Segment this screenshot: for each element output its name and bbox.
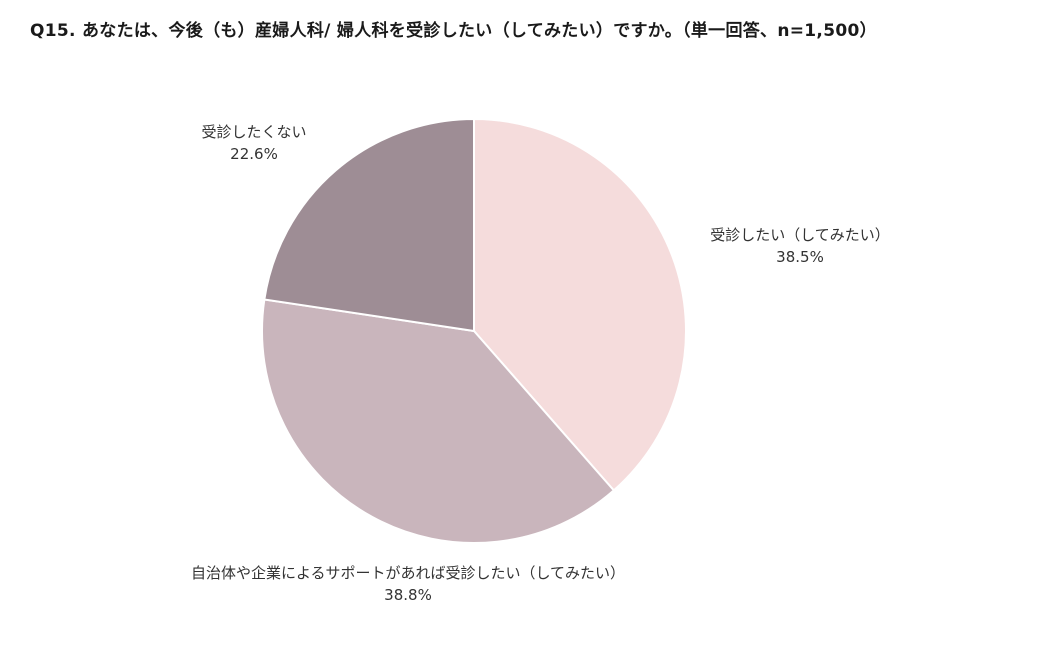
slice-label-2: 自治体や企業によるサポートがあれば受診したい（してみたい） [191,564,625,582]
slice-label-3: 受診したくない [201,123,306,141]
chart-title: Q15. あなたは、今後（も）産婦人科/ 婦人科を受診したい（してみたい）ですか… [30,21,877,41]
slice-percent-1: 38.5% [776,248,824,266]
slice-percent-2: 38.8% [384,586,432,604]
slice-percent-3: 22.6% [230,145,278,163]
slice-label-1: 受診したい（してみたい） [710,226,890,244]
pie-slice-2 [261,298,616,544]
pie-labels: 受診したい（してみたい） 38.5% 自治体や企業によるサポートがあれば受診したい（… [191,123,890,604]
pie-slice-1 [473,117,687,492]
pie-slices [261,117,687,544]
pie-slice-3 [263,117,475,333]
